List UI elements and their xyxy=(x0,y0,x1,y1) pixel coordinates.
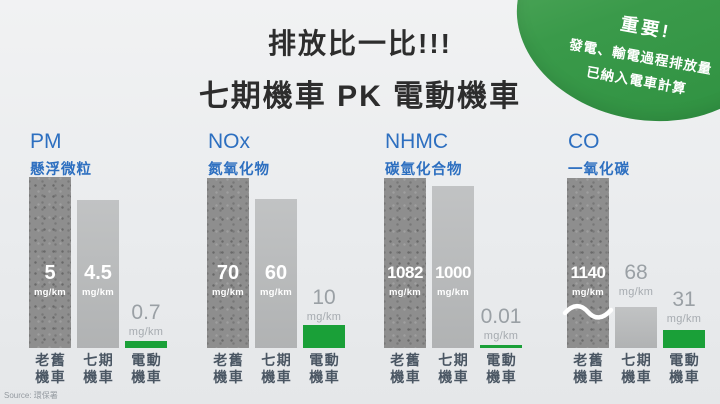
bar-slot-electric: 0.7 mg/km 電動 機車 xyxy=(125,133,167,391)
bar-gen7-motorcycle xyxy=(432,186,474,348)
bar-value: 70 mg/km xyxy=(211,262,245,298)
page-title: 排放比一比!!! 七期機車 PK 電動機車 xyxy=(0,22,720,115)
bar-electric-motorcycle xyxy=(480,345,522,348)
bar-value: 0.7 mg/km xyxy=(128,301,164,339)
bar-old-motorcycle xyxy=(384,178,426,348)
bar-label: 老舊 機車 xyxy=(390,352,422,385)
bar-label: 電動 機車 xyxy=(131,352,163,385)
bar-label: 電動 機車 xyxy=(486,352,518,385)
pollutant-title: NHMC xyxy=(385,130,448,153)
bar-value: 60 mg/km xyxy=(259,262,293,298)
pollutant-subtitle: 氮氧化物 xyxy=(208,162,270,178)
bar-value: 4.5 mg/km xyxy=(81,262,115,298)
chart-group-co: CO 一氧化碳 1140 mg/km 老舊 機車 68 mg/km 七 xyxy=(562,130,705,391)
pollutant-subtitle: 懸浮微粒 xyxy=(30,162,92,178)
bar-label: 電動 機車 xyxy=(669,352,701,385)
bar-label: 老舊 機車 xyxy=(573,352,605,385)
important-note-badge: 重要! 發電、輸電過程排放量 已納入電車計算 xyxy=(500,0,720,142)
bar-label: 七期 機車 xyxy=(621,352,653,385)
chart-group-nhmc: NHMC 碳氫化合物 1082 mg/km 老舊 機車 1000 mg/km 七期… xyxy=(384,130,522,391)
bar-slot-electric: 0.01 mg/km 電動 機車 xyxy=(480,133,522,391)
bar-value: 1082 mg/km xyxy=(387,263,423,298)
bar-electric-motorcycle xyxy=(125,341,167,348)
bar-old-motorcycle xyxy=(562,178,614,348)
bar-slot-gen7: 1000 mg/km 七期 機車 xyxy=(432,133,474,391)
bar-label: 老舊 機車 xyxy=(35,352,67,385)
title-line2: 七期機車 PK 電動機車 xyxy=(198,80,522,113)
title-line1: 排放比一比!!! xyxy=(268,28,452,59)
bar-old-motorcycle xyxy=(29,177,71,348)
pollutant-subtitle: 碳氫化合物 xyxy=(385,162,463,178)
bar-slot-electric: 10 mg/km 電動 機車 xyxy=(303,133,345,391)
bar-label: 七期 機車 xyxy=(83,352,115,385)
badge-line1: 重要! xyxy=(618,13,673,43)
bar-label: 老舊 機車 xyxy=(213,352,245,385)
chart-group-pm: PM 懸浮微粒 5 mg/km 老舊 機車 4.5 mg/km 七期 機車 xyxy=(29,130,167,391)
badge-text: 重要! 發電、輸電過程排放量 已納入電車計算 xyxy=(501,0,720,141)
bar-slot-gen7: 4.5 mg/km 七期 機車 xyxy=(77,133,119,391)
bar-value: 1000 mg/km xyxy=(435,263,471,298)
bar-value: 5 mg/km xyxy=(33,262,67,298)
chart-group-nox: NOx 氮氧化物 70 mg/km 老舊 機車 60 mg/km 七期 機車 xyxy=(207,130,345,391)
pollutant-title: CO xyxy=(568,130,600,153)
bar-label: 七期 機車 xyxy=(438,352,470,385)
bar-slot-old: 5 mg/km 老舊 機車 xyxy=(29,133,71,391)
bar-value: 1140 mg/km xyxy=(570,263,606,298)
bar-label: 電動 機車 xyxy=(309,352,341,385)
source-credit: Source: 環保署 xyxy=(4,391,58,400)
axis-break-wave-icon xyxy=(562,303,614,320)
bar-gen7-motorcycle xyxy=(255,199,297,348)
bar-old-motorcycle xyxy=(207,178,249,348)
bar-slot-old: 1082 mg/km 老舊 機車 xyxy=(384,133,426,391)
bar-label: 七期 機車 xyxy=(261,352,293,385)
bar-value: 68 mg/km xyxy=(618,261,654,299)
bar-slot-old: 70 mg/km 老舊 機車 xyxy=(207,133,249,391)
bar-slot-old: 1140 mg/km 老舊 機車 xyxy=(562,133,614,391)
bar-electric-motorcycle xyxy=(303,325,345,348)
bar-value: 10 mg/km xyxy=(306,286,342,324)
bar-value: 0.01 mg/km xyxy=(480,305,522,343)
bar-gen7-motorcycle xyxy=(77,200,119,348)
pollutant-title: PM xyxy=(30,130,62,153)
pollutant-title: NOx xyxy=(208,130,250,153)
bar-slot-electric: 31 mg/km 電動 機車 xyxy=(663,133,705,391)
bar-slot-gen7: 68 mg/km 七期 機車 xyxy=(615,133,657,391)
pollutant-subtitle: 一氧化碳 xyxy=(568,162,630,178)
bar-electric-motorcycle xyxy=(663,330,705,348)
bar-gen7-motorcycle xyxy=(615,307,657,348)
bar-value: 31 mg/km xyxy=(666,288,702,326)
bar-slot-gen7: 60 mg/km 七期 機車 xyxy=(255,133,297,391)
